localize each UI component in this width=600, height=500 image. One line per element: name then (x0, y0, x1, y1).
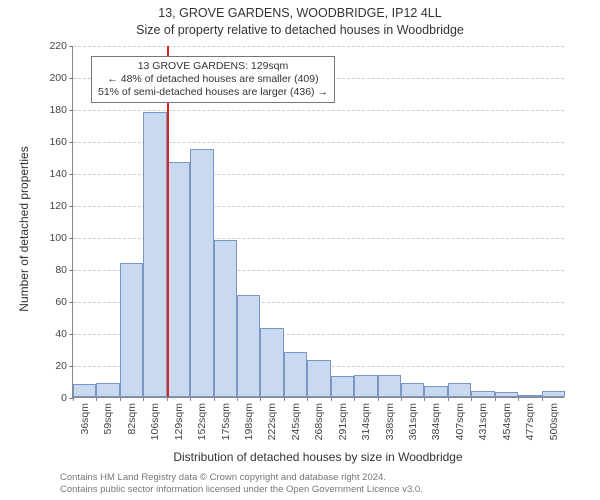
bar (378, 375, 401, 397)
x-tick (143, 397, 144, 401)
x-tick-label: 361sqm (407, 403, 419, 440)
x-tick-label: 431sqm (477, 403, 489, 440)
bar (190, 149, 213, 397)
x-tick-label: 384sqm (430, 403, 442, 440)
x-tick-label: 500sqm (548, 403, 560, 440)
x-tick (401, 397, 402, 401)
x-tick (542, 397, 543, 401)
bar (401, 383, 424, 397)
bar (448, 383, 471, 397)
bar (120, 263, 143, 397)
x-tick-label: 314sqm (360, 403, 372, 440)
y-tick (69, 366, 73, 367)
bar (214, 240, 237, 397)
x-tick-label: 407sqm (454, 403, 466, 440)
y-tick (69, 302, 73, 303)
x-tick-label: 222sqm (266, 403, 278, 440)
title-line-1: 13, GROVE GARDENS, WOODBRIDGE, IP12 4LL (0, 6, 600, 20)
x-tick-label: 36sqm (79, 403, 91, 435)
x-tick (378, 397, 379, 401)
y-tick (69, 142, 73, 143)
x-tick-label: 152sqm (196, 403, 208, 440)
y-tick (69, 334, 73, 335)
bar (495, 392, 518, 397)
footer-line-2: Contains public sector information licen… (60, 484, 588, 496)
y-tick (69, 110, 73, 111)
x-tick (471, 397, 472, 401)
x-tick-label: 268sqm (313, 403, 325, 440)
bar (73, 384, 96, 397)
x-tick-label: 245sqm (290, 403, 302, 440)
x-tick-label: 477sqm (524, 403, 536, 440)
x-tick (73, 397, 74, 401)
y-axis-label: Number of detached properties (17, 146, 31, 311)
x-tick-label: 106sqm (149, 403, 161, 440)
x-tick-label: 291sqm (337, 403, 349, 440)
x-tick (96, 397, 97, 401)
x-tick-label: 338sqm (384, 403, 396, 440)
gridline (73, 46, 564, 47)
plot-area: 02040608010012014016018020022036sqm59sqm… (72, 46, 564, 398)
x-tick-label: 129sqm (173, 403, 185, 440)
footer-line-1: Contains HM Land Registry data © Crown c… (60, 472, 588, 484)
y-tick (69, 238, 73, 239)
title-line-2: Size of property relative to detached ho… (0, 23, 600, 37)
x-tick (214, 397, 215, 401)
annotation-line-2: ← 48% of detached houses are smaller (40… (98, 73, 328, 86)
x-tick-label: 82sqm (126, 403, 138, 435)
x-tick (284, 397, 285, 401)
y-tick (69, 206, 73, 207)
gridline (73, 110, 564, 111)
x-tick (518, 397, 519, 401)
bar (143, 112, 166, 397)
bar (237, 295, 260, 397)
bar (284, 352, 307, 397)
bar (518, 395, 541, 397)
x-tick-label: 59sqm (102, 403, 114, 435)
x-tick (448, 397, 449, 401)
bar (354, 375, 377, 397)
bar (542, 391, 565, 397)
bar (307, 360, 330, 397)
x-tick (167, 397, 168, 401)
x-tick (307, 397, 308, 401)
bar (260, 328, 283, 397)
x-tick-label: 454sqm (501, 403, 513, 440)
y-tick (69, 174, 73, 175)
annotation-box: 13 GROVE GARDENS: 129sqm ← 48% of detach… (91, 56, 335, 103)
x-tick (331, 397, 332, 401)
bar (96, 383, 119, 397)
bar (424, 386, 447, 397)
x-tick-label: 175sqm (220, 403, 232, 440)
x-tick-label: 198sqm (243, 403, 255, 440)
bar (471, 391, 494, 397)
chart-container: 13, GROVE GARDENS, WOODBRIDGE, IP12 4LL … (0, 0, 600, 500)
x-tick (120, 397, 121, 401)
x-tick (495, 397, 496, 401)
x-tick (354, 397, 355, 401)
annotation-line-3: 51% of semi-detached houses are larger (… (98, 86, 328, 99)
x-tick (190, 397, 191, 401)
bar (331, 376, 354, 397)
annotation-line-1: 13 GROVE GARDENS: 129sqm (98, 60, 328, 73)
x-axis-label: Distribution of detached houses by size … (72, 450, 564, 464)
y-tick (69, 270, 73, 271)
x-tick (260, 397, 261, 401)
y-tick (69, 46, 73, 47)
bar (167, 162, 190, 397)
y-axis-label-wrap: Number of detached properties (24, 46, 38, 398)
y-tick (69, 78, 73, 79)
x-tick (424, 397, 425, 401)
x-tick (237, 397, 238, 401)
footer: Contains HM Land Registry data © Crown c… (60, 472, 588, 496)
